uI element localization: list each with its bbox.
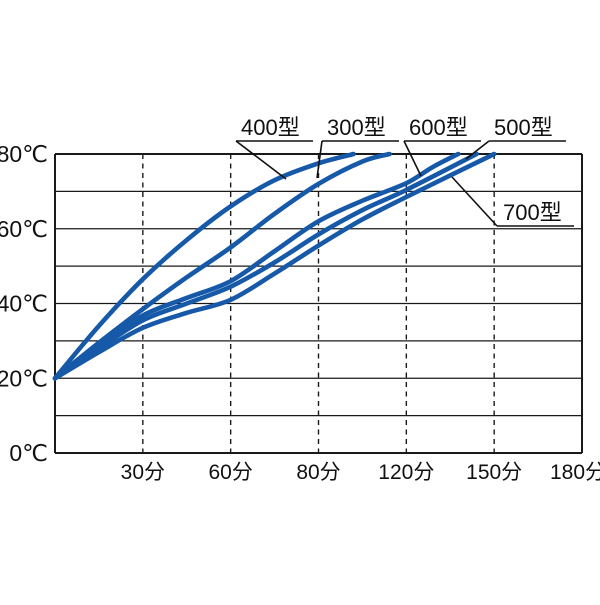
y-axis-tick-label: 60℃: [0, 216, 48, 242]
x-axis-tick-label: 150分: [466, 461, 522, 484]
curve-400型: [52, 151, 356, 381]
series-label-400型: 400型: [241, 115, 300, 140]
x-axis-tick-label: 80分: [296, 461, 340, 484]
y-axis-tick-label: 0℃: [9, 440, 48, 466]
callout-leader-line: [316, 140, 323, 179]
series-label-300型: 300型: [327, 115, 386, 140]
x-axis-tick-label: 60分: [208, 461, 252, 484]
series-label-500型: 500型: [494, 115, 553, 140]
callout-leader-line: [451, 176, 498, 227]
x-axis-tick-label: 180分: [550, 461, 600, 484]
x-axis-tick-label: 120分: [378, 461, 434, 484]
curve-600型: [52, 151, 461, 381]
x-axis-tick-label: 30分: [121, 461, 165, 484]
y-axis-tick-label: 20℃: [0, 365, 48, 391]
y-axis-tick-label: 40℃: [0, 291, 48, 317]
series-label-700型: 700型: [503, 200, 562, 225]
y-axis-tick-label: 80℃: [0, 141, 48, 167]
curve-700型: [52, 151, 497, 381]
callout-leader-line: [465, 140, 490, 160]
series-label-600型: 600型: [409, 115, 468, 140]
callout-leader-line: [403, 140, 422, 177]
callout-leader-line: [235, 140, 287, 180]
curve-500型: [52, 151, 479, 381]
